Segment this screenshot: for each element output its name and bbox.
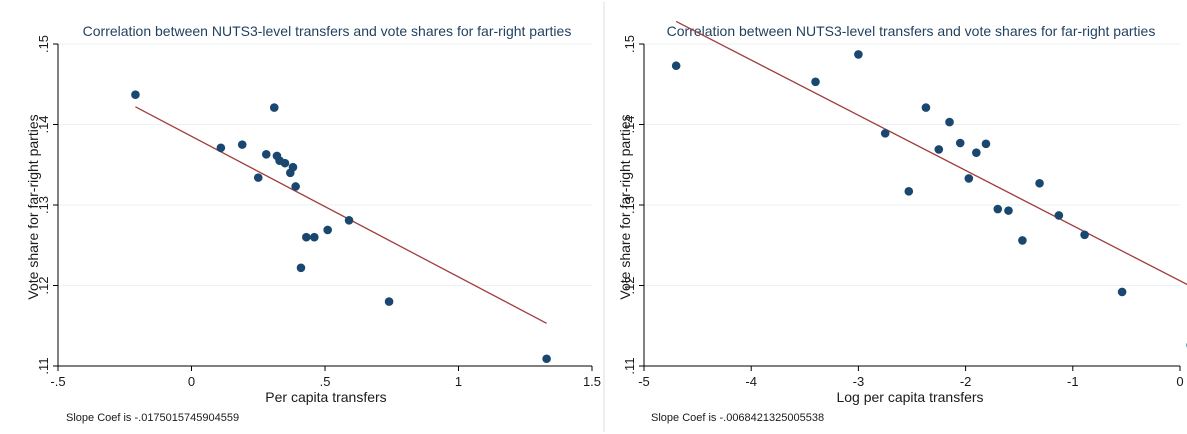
x-tick-label: 1 <box>455 374 462 389</box>
data-point <box>945 117 954 127</box>
data-point <box>344 215 354 225</box>
fit-line-layer <box>675 20 1187 286</box>
y-tick-label: .15 <box>36 35 51 53</box>
y-axis-title: Vote share for far-right parties <box>617 114 633 299</box>
x-axis-title: Per capita transfers <box>265 389 386 405</box>
y-tick-labels: .11 .12 .13 .14 .15 <box>622 35 637 375</box>
y-tick-label: .11 <box>622 357 637 374</box>
y-tick-label: .13 <box>36 196 51 214</box>
data-point <box>291 182 300 191</box>
data-point <box>972 148 981 157</box>
data-point <box>1117 287 1127 297</box>
data-point <box>1035 178 1044 188</box>
y-tick-label: .14 <box>622 115 637 133</box>
fit-line <box>675 20 1187 286</box>
y-tick-label: .12 <box>622 276 637 294</box>
data-point <box>310 232 319 242</box>
data-point <box>261 149 271 159</box>
data-point <box>280 158 290 168</box>
x-tick-label: 0 <box>1176 374 1183 389</box>
y-tick-label: .11 <box>36 357 51 374</box>
data-point <box>854 50 863 59</box>
slope-note: Slope Coef is -.0068421325005538 <box>651 412 824 424</box>
slope-note: Slope Coef is -.0175015745904559 <box>66 412 239 424</box>
data-point <box>904 187 914 196</box>
data-point <box>921 103 931 112</box>
x-tick-labels: -.5 0 .5 1 1.5 <box>50 374 601 389</box>
scatter-points <box>131 90 551 364</box>
x-tick-label: -.5 <box>50 374 65 389</box>
data-point <box>237 140 247 149</box>
chart-title: Correlation between NUTS3-level transfer… <box>667 23 1156 39</box>
data-point <box>542 354 551 364</box>
panel-background <box>608 2 1186 430</box>
axes <box>53 43 593 371</box>
data-point <box>269 103 279 112</box>
data-point <box>955 138 965 148</box>
x-tick-labels: -5 -4 -3 -2 -1 0 <box>638 374 1183 389</box>
x-tick-label: 0 <box>188 374 195 389</box>
x-tick-label: -1 <box>1067 374 1079 389</box>
data-point <box>964 174 974 183</box>
y-tick-labels: .11 .12 .13 .14 .15 <box>36 35 51 375</box>
y-tick-label: .12 <box>36 276 51 294</box>
data-point <box>302 232 311 242</box>
x-tick-label: -5 <box>638 374 650 389</box>
x-tick-label: -3 <box>853 374 865 389</box>
panel-background <box>1 2 599 430</box>
data-point <box>288 162 298 172</box>
y-tick-label: .14 <box>36 115 51 133</box>
fit-line-layer <box>135 106 547 324</box>
x-axis-title: Log per capita transfers <box>836 389 983 405</box>
data-point <box>811 77 820 87</box>
x-tick-label: .5 <box>320 374 331 389</box>
data-point <box>880 129 890 138</box>
data-point <box>934 145 944 154</box>
data-point <box>981 139 991 149</box>
data-point <box>323 225 332 235</box>
data-point <box>384 297 394 306</box>
x-tick-label: 1.5 <box>583 374 601 389</box>
axes <box>639 43 1181 371</box>
data-point <box>253 173 263 182</box>
data-point <box>671 61 681 71</box>
data-point <box>216 143 226 153</box>
chart-title: Correlation between NUTS3-level transfer… <box>83 23 572 39</box>
data-point <box>1004 206 1013 215</box>
y-tick-label: .13 <box>622 196 637 214</box>
x-tick-label: -2 <box>960 374 972 389</box>
data-point <box>1018 236 1027 245</box>
x-tick-label: -4 <box>745 374 757 389</box>
data-point <box>1080 230 1089 240</box>
data-point <box>993 204 1003 214</box>
y-tick-label: .15 <box>622 35 637 53</box>
chart-panel-left: Correlation between NUTS3-level transfer… <box>1 2 601 430</box>
y-axis-title: Vote share for far-right parties <box>25 114 41 299</box>
fit-line <box>135 106 547 324</box>
chart-panel-right: Correlation between NUTS3-level transfer… <box>608 2 1187 430</box>
data-point <box>296 263 306 273</box>
scatter-points <box>671 50 1187 348</box>
data-point <box>131 90 140 100</box>
data-point <box>1054 211 1064 220</box>
